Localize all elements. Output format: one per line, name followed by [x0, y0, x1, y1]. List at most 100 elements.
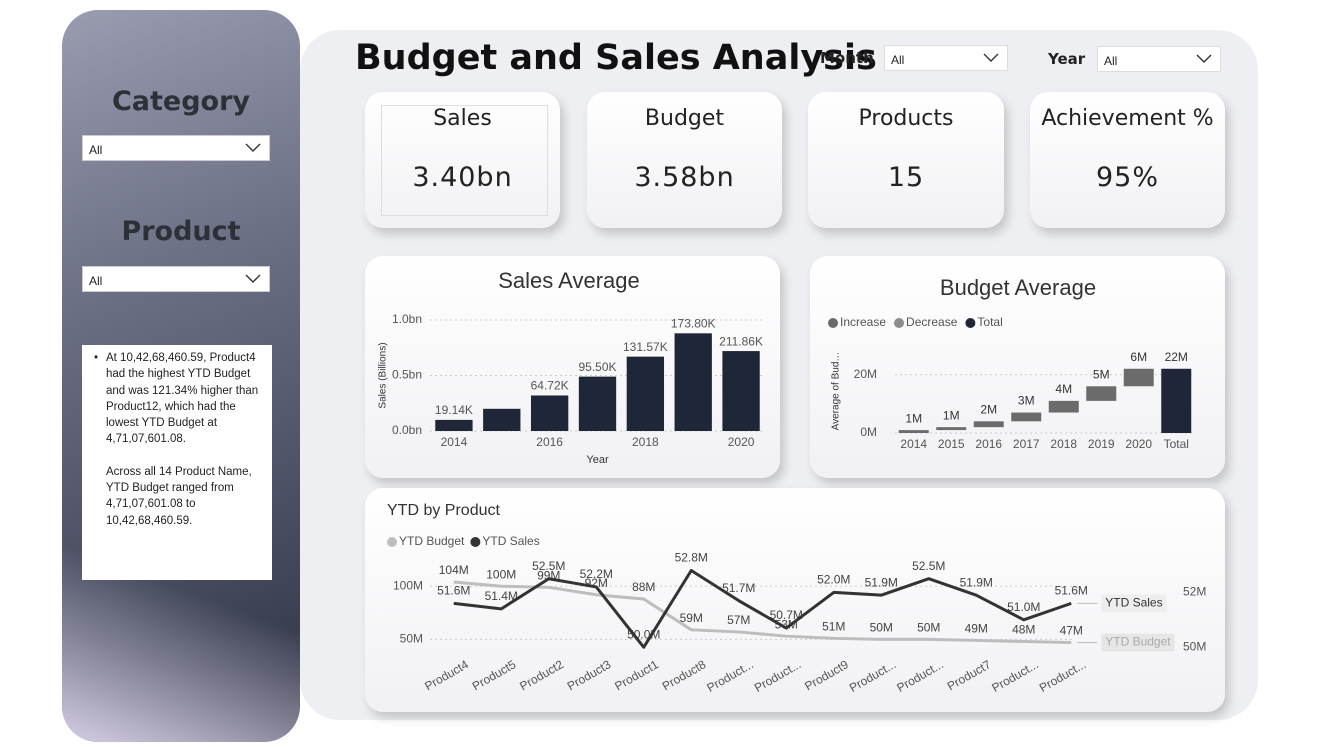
bullet: •: [94, 352, 99, 364]
x-tick-label: 2018: [1050, 437, 1077, 451]
data-label: 211.86K: [719, 334, 763, 348]
chart-title: Sales Average: [498, 268, 639, 293]
end-label-box: [1101, 594, 1167, 613]
dashboard-title: Budget and Sales Analysis: [355, 38, 877, 78]
x-tick-label: 2016: [975, 437, 1002, 451]
data-label: 51.7M: [722, 581, 755, 595]
data-label: 52.5M: [532, 559, 565, 573]
legend-marker: [894, 318, 905, 328]
x-tick-label: Product2: [517, 657, 566, 693]
bar: [435, 419, 473, 431]
kpi-value: 3.58bn: [634, 162, 735, 193]
filter-label: Month: [820, 49, 874, 67]
narrative-paragraph: • At 10,42,68,460.59, Product4 had the hi…: [94, 350, 266, 448]
bar: [1086, 386, 1117, 401]
kpi-card: Products 15: [808, 92, 1004, 228]
kpi-value: 15: [887, 162, 925, 193]
dropdown-value: All: [1104, 54, 1118, 68]
bar: [722, 351, 760, 431]
data-label: 52.5M: [912, 559, 945, 573]
data-label: 48M: [1012, 623, 1035, 637]
data-label: 5M: [1093, 367, 1110, 381]
x-tick-label: Product...: [989, 657, 1040, 695]
chart-title: Budget Average: [940, 275, 1096, 300]
data-label: 19.14K: [435, 403, 473, 417]
year-dropdown[interactable]: All: [1097, 46, 1221, 72]
x-tick-label: Product...: [752, 657, 803, 695]
data-label: 52.2M: [580, 567, 613, 581]
data-label: 95.50K: [578, 360, 616, 374]
data-label: 173.80K: [671, 316, 716, 330]
smart-narrative: • At 10,42,68,460.59, Product4 had the hi…: [82, 345, 272, 580]
data-label: 47M: [1060, 624, 1083, 638]
data-label: 22M: [1165, 350, 1188, 364]
x-tick-label: Product5: [470, 657, 519, 693]
x-tick-label: 2020: [728, 435, 755, 449]
legend-label: YTD Sales: [482, 534, 539, 548]
data-label: 1M: [943, 408, 960, 422]
data-label: 104M: [439, 563, 469, 577]
x-tick-label: Product...: [1037, 657, 1088, 695]
chart-title: YTD by Product: [387, 502, 500, 519]
x-tick-label: Product7: [945, 657, 994, 693]
data-label: 6M: [1130, 350, 1147, 364]
x-tick-label: 2014: [900, 437, 927, 451]
data-label: 131.57K: [623, 340, 668, 354]
legend-label: Total: [977, 315, 1002, 329]
legend-label: YTD Budget: [399, 534, 465, 548]
data-label: 59M: [680, 611, 703, 625]
slicer-label: Category: [111, 86, 251, 117]
end-label: YTD Sales: [1105, 596, 1162, 610]
y-tick-label: 0.0bn: [392, 423, 422, 437]
kpi-label: Sales: [433, 106, 492, 131]
x-tick-label: Product1: [612, 657, 661, 693]
data-label: 2M: [980, 402, 997, 416]
data-label: 50M: [917, 621, 940, 635]
data-label: 51.9M: [960, 575, 993, 589]
data-label: 51M: [822, 619, 845, 633]
x-tick-label: Product...: [894, 657, 945, 695]
kpi-card: Achievement % 95%: [1030, 92, 1225, 228]
bar: [1161, 368, 1192, 433]
chevron: [983, 53, 999, 62]
data-label: 4M: [1055, 382, 1072, 396]
data-label: 49M: [965, 622, 988, 636]
x-tick-label: Product3: [565, 657, 614, 693]
kpi-card: Sales 3.40bn: [365, 92, 560, 228]
legend-marker: [965, 318, 976, 328]
y-tick-label: 0.5bn: [392, 368, 422, 382]
budget-average-chart: Budget Average 0M 20M Average of Bud… Increa…: [828, 275, 1195, 451]
bar: [483, 408, 521, 431]
legend-label: Decrease: [906, 315, 958, 329]
data-label: 3M: [1018, 394, 1035, 408]
month-dropdown[interactable]: All: [884, 45, 1008, 71]
bar: [898, 430, 929, 433]
product-dropdown[interactable]: All: [82, 266, 270, 292]
y-tick-label: 100M: [393, 578, 423, 592]
x-tick-label: 2014: [441, 435, 468, 449]
dropdown-value: All: [89, 143, 103, 157]
end-label: YTD Budget: [1105, 635, 1171, 649]
bar: [973, 421, 1004, 428]
x-tick-label: 2018: [632, 435, 659, 449]
bar: [1048, 400, 1079, 413]
y-tick-label: 50M: [1183, 639, 1206, 653]
kpi-label: Products: [858, 106, 954, 131]
data-label: 52.0M: [817, 573, 850, 587]
data-label: 53M: [775, 617, 798, 631]
chart-card: Budget Average 0M 20M Average of Bud… Increa…: [810, 256, 1225, 478]
bar: [936, 427, 967, 431]
chevron: [245, 274, 261, 283]
x-tick-label: 2019: [1088, 437, 1115, 451]
x-tick-label: 2016: [536, 435, 563, 449]
data-label: 50M: [870, 621, 893, 635]
dropdown-value: All: [89, 274, 103, 288]
category-dropdown[interactable]: All: [82, 135, 270, 161]
bar: [530, 395, 569, 431]
ytd-chart: YTD by Product 50M 100M 50M 52M YTD Budget YTD…: [387, 502, 1206, 695]
y-tick-label: 0M: [860, 425, 877, 439]
x-tick-label: 2020: [1125, 437, 1152, 451]
slicer-label: Product: [121, 216, 241, 247]
x-tick-label: 2017: [1013, 437, 1040, 451]
legend-marker: [387, 537, 397, 547]
